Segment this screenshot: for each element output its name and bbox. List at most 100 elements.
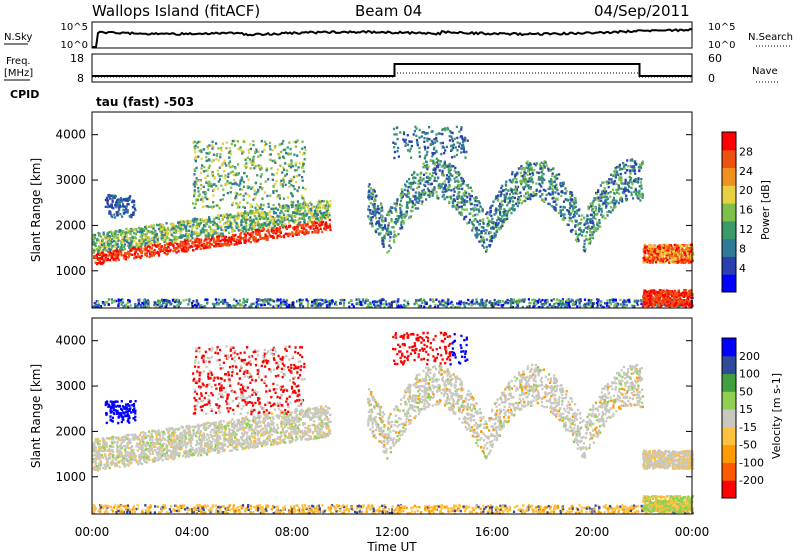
echo-cell — [506, 204, 509, 207]
echo-cell — [433, 176, 436, 180]
echo-cell — [282, 178, 285, 182]
echo-cell — [604, 195, 607, 198]
echo-cell — [152, 227, 155, 230]
echo-cell — [450, 165, 453, 168]
echo-cell — [127, 203, 130, 206]
echo-cell — [218, 166, 221, 169]
echo-cell — [229, 191, 232, 194]
echo-cell — [400, 226, 404, 229]
echo-cell — [171, 241, 174, 244]
echo-cell — [470, 189, 474, 193]
echo-cell — [220, 174, 223, 178]
echo-cell — [274, 161, 277, 164]
echo-cell — [296, 231, 299, 235]
echo-cell — [199, 247, 202, 251]
echo-cell — [436, 306, 440, 309]
echo-cell — [173, 236, 176, 239]
echo-cell — [163, 248, 166, 251]
echo-cell — [149, 243, 152, 247]
echo-cell — [525, 183, 528, 186]
echo-cell — [419, 182, 422, 185]
echo-cell — [303, 201, 306, 204]
echo-cell — [124, 235, 127, 238]
echo-cell — [265, 229, 269, 233]
echo-cell — [257, 205, 260, 208]
echo-cell — [199, 221, 202, 225]
echo-cell — [249, 203, 252, 206]
echo-cell — [172, 249, 175, 253]
echo-cell — [270, 207, 273, 211]
echo-cell — [202, 191, 205, 194]
echo-cell — [264, 237, 267, 240]
echo-cell — [436, 194, 439, 197]
echo-cell — [275, 227, 278, 230]
echo-cell — [465, 215, 468, 218]
echo-cell — [449, 178, 452, 182]
echo-cell — [598, 302, 601, 306]
echo-cell — [252, 302, 255, 305]
nave-tick-top: 60 — [708, 52, 722, 65]
echo-cell — [230, 142, 233, 146]
echo-cell — [310, 209, 313, 212]
echo-cell — [169, 230, 172, 233]
echo-cell — [376, 227, 379, 231]
echo-cell — [282, 204, 285, 208]
echo-cell — [636, 180, 639, 183]
echo-cell — [96, 237, 99, 241]
echo-cell — [327, 300, 330, 303]
echo-cell — [244, 227, 247, 231]
echo-cell — [170, 233, 173, 236]
echo-cell — [615, 200, 618, 203]
echo-cell — [237, 228, 240, 232]
echo-cell — [519, 194, 523, 198]
echo-cell — [262, 237, 266, 240]
echo-cell — [531, 181, 534, 184]
echo-cell — [630, 186, 633, 190]
echo-cell — [133, 232, 136, 235]
echo-cell — [219, 220, 222, 224]
echo-cell — [275, 304, 278, 307]
echo-cell — [452, 204, 455, 207]
echo-cell — [461, 200, 464, 203]
echo-cell — [208, 244, 211, 248]
echo-cell — [198, 245, 201, 249]
echo-cell — [197, 243, 200, 246]
echo-cell — [322, 215, 325, 218]
echo-cell — [268, 223, 271, 226]
echo-cell — [547, 168, 550, 171]
echo-cell — [617, 173, 620, 176]
echo-cell — [413, 302, 416, 306]
echo-cell — [385, 232, 388, 235]
echo-cell — [242, 185, 245, 188]
echo-cell — [175, 300, 178, 303]
echo-cell — [295, 140, 298, 144]
echo-cell — [456, 197, 459, 200]
echo-cell — [111, 200, 114, 204]
echo-cell — [140, 246, 143, 249]
echo-cell — [205, 220, 208, 223]
echo-cell — [182, 246, 185, 249]
echo-cell — [232, 216, 235, 219]
echo-cell — [117, 298, 120, 301]
echo-cell — [109, 242, 112, 246]
echo-cell — [139, 303, 142, 307]
echo-cell — [315, 205, 318, 208]
echo-cell — [292, 140, 295, 144]
echo-cell — [169, 303, 172, 306]
echo-cell — [317, 298, 320, 302]
echo-cell — [367, 215, 370, 218]
echo-cell — [266, 298, 269, 301]
echo-cell — [117, 245, 120, 248]
echo-cell — [261, 207, 264, 211]
echo-cell — [316, 227, 319, 230]
echo-cell — [111, 245, 114, 248]
echo-cell — [497, 303, 500, 306]
echo-cell — [131, 247, 134, 250]
echo-cell — [124, 231, 127, 234]
echo-cell — [159, 250, 162, 253]
echo-cell — [398, 215, 401, 218]
echo-cell — [631, 169, 634, 172]
echo-cell — [282, 176, 285, 179]
echo-cell — [214, 223, 217, 227]
echo-cell — [463, 305, 466, 308]
